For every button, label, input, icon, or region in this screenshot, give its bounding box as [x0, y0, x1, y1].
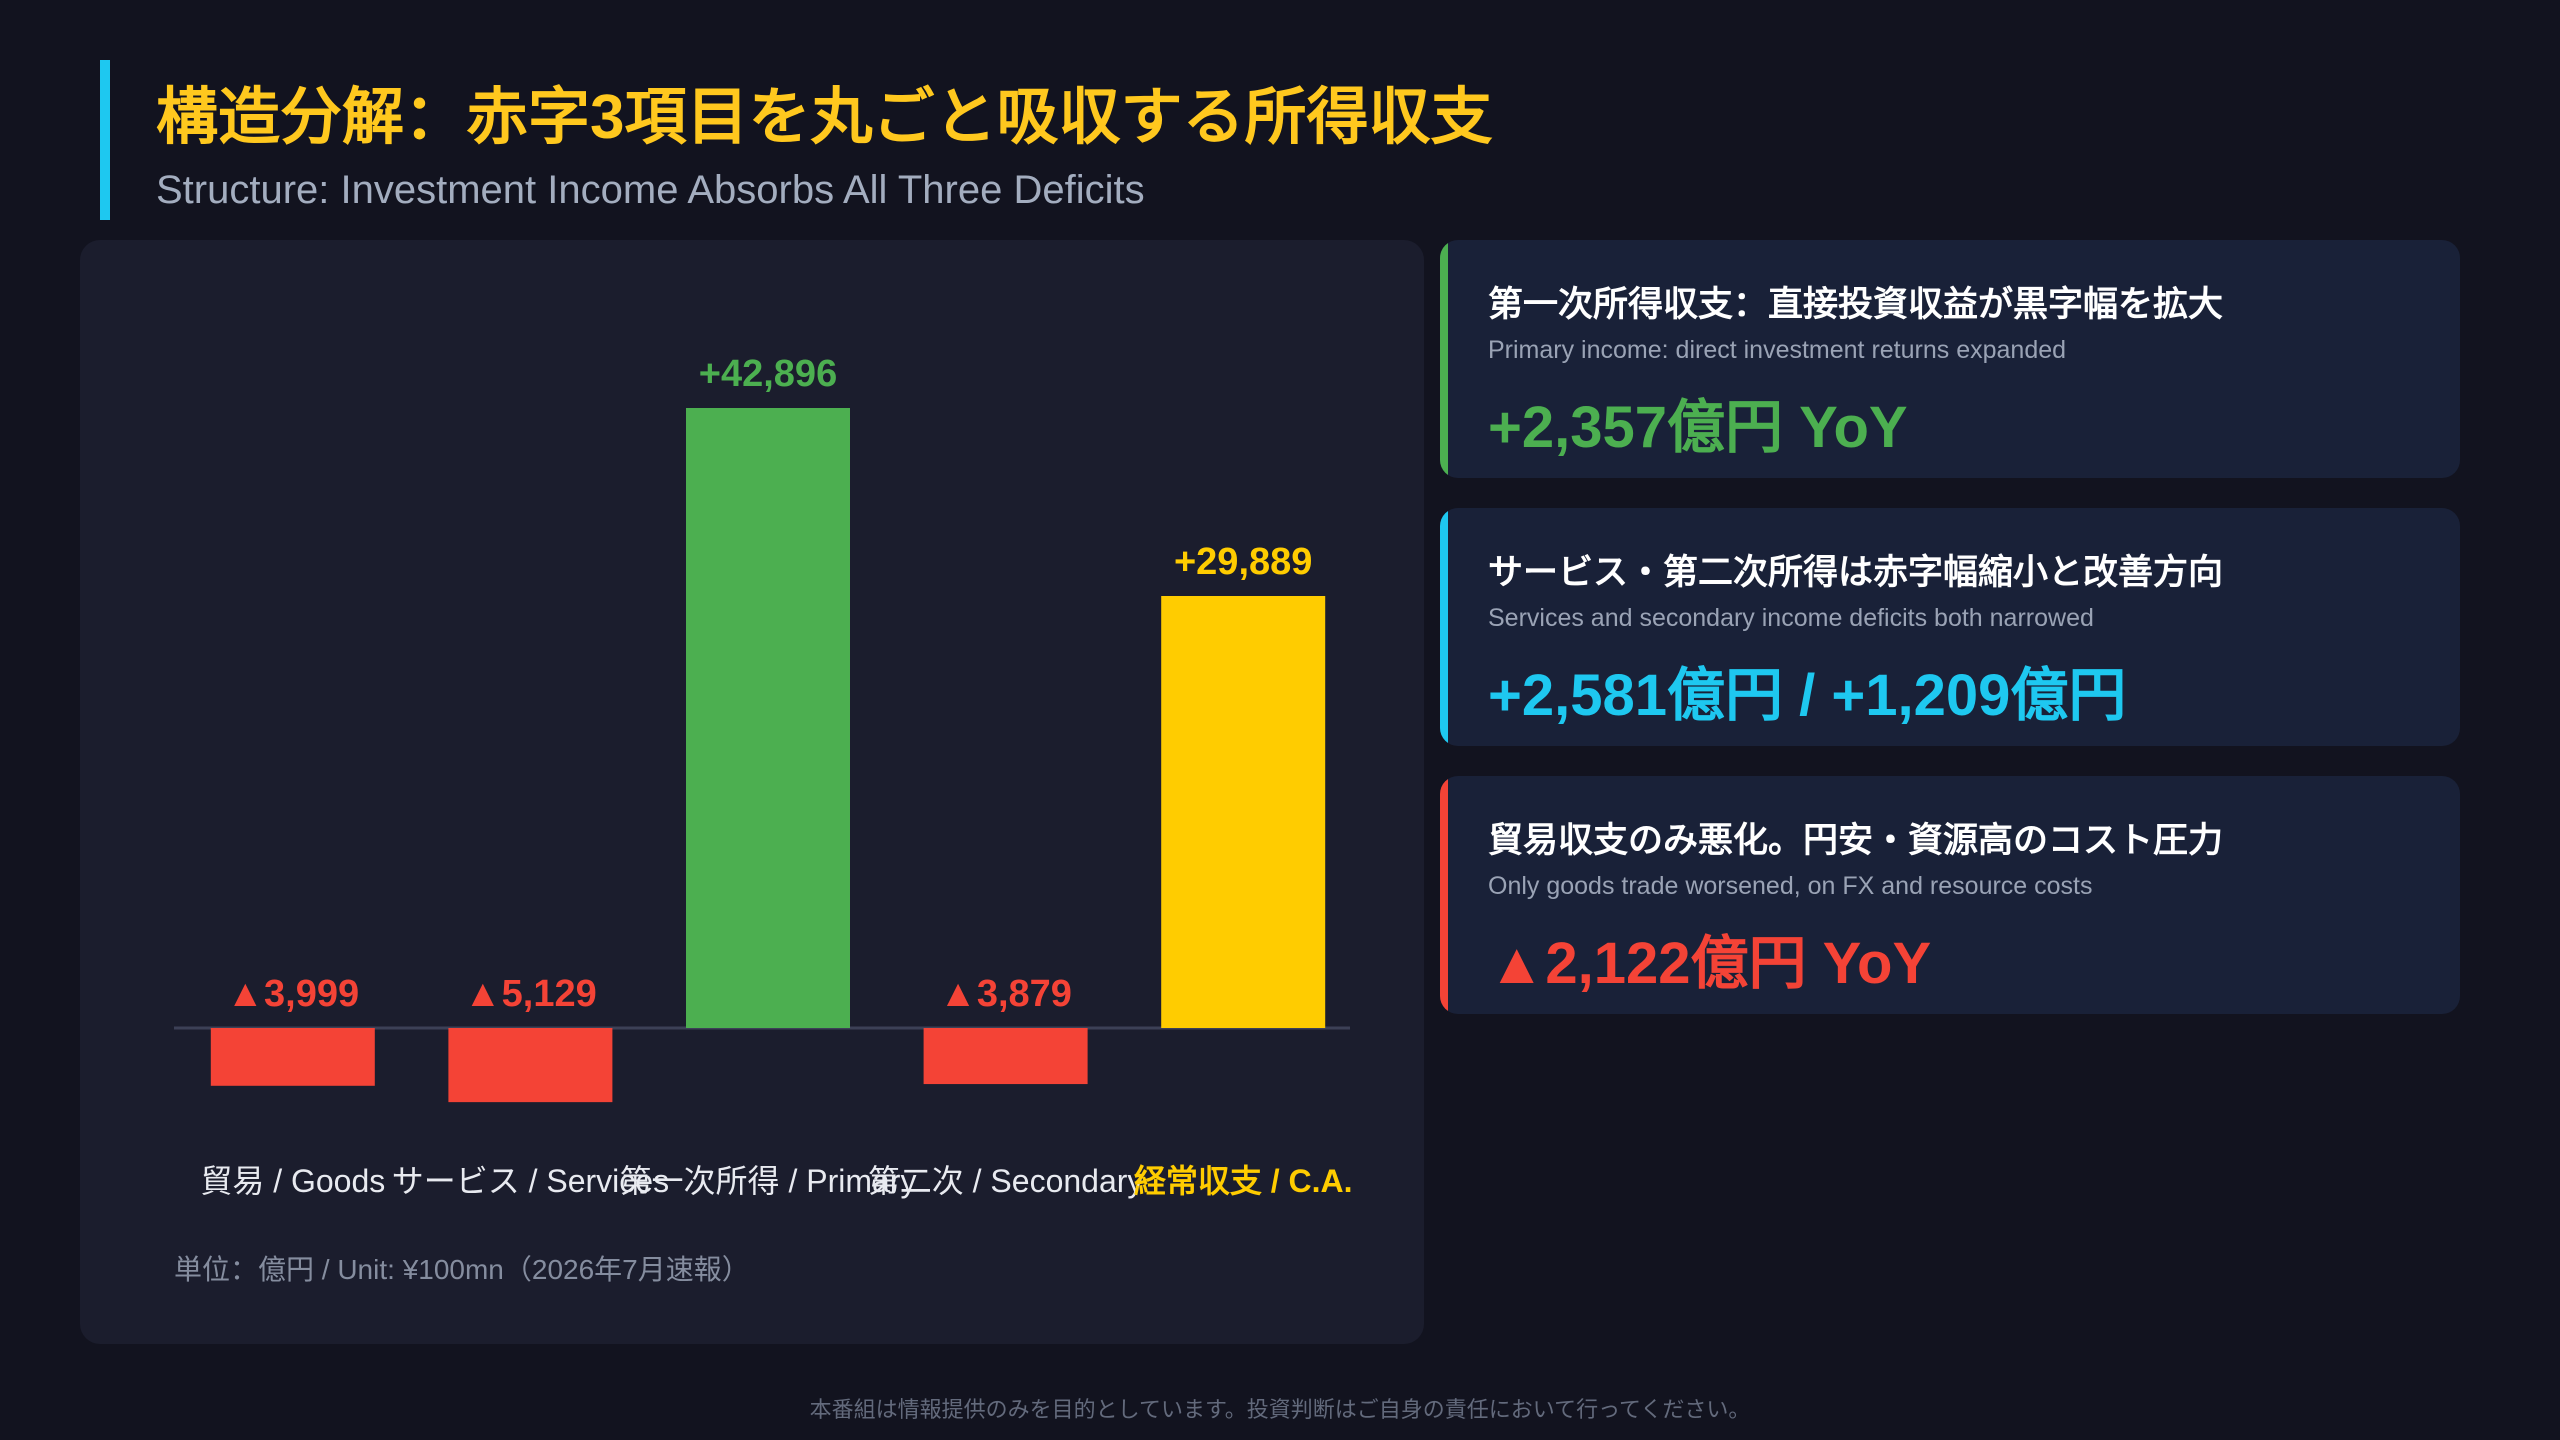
bar-value-label: ▲5,129 — [464, 973, 597, 1015]
category-label: 貿易 / Goods — [200, 1163, 385, 1199]
card-primary-income: 第一次所得収支：直接投資収益が黒字幅を拡大 Primary income: di… — [1440, 240, 2460, 478]
page-title: 構造分解：赤字3項目を丸ごと吸収する所得収支 — [156, 83, 1493, 152]
bar — [448, 1028, 613, 1103]
card-value: ▲2,122億円 YoY — [1488, 931, 1932, 996]
disclaimer-footer: 本番組は情報提供のみを目的としています。投資判断はご自身の責任において行ってくだ… — [809, 1397, 1751, 1422]
bar-value-label: ▲3,999 — [226, 973, 359, 1015]
card-services-secondary: サービス・第二次所得は赤字幅縮小と改善方向 Services and secon… — [1440, 508, 2460, 746]
card-goods-trade: 貿易収支のみ悪化。円安・資源高のコスト圧力 Only goods trade w… — [1440, 776, 2460, 1014]
category-label: 経常収支 / C.A. — [1134, 1163, 1353, 1199]
bar — [923, 1028, 1088, 1085]
bar — [1161, 595, 1326, 1028]
card-edge — [1440, 776, 1448, 1014]
page-subtitle: Structure: Investment Income Absorbs All… — [156, 168, 1145, 212]
bar-chart: ▲3,999 貿易 / Goods ▲5,129 サービス / Services +42… — [174, 353, 1353, 1199]
card-subtitle: Services and secondary income deficits b… — [1488, 604, 2094, 632]
category-label: サービス / Services — [392, 1163, 669, 1199]
card-edge — [1440, 240, 1448, 478]
card-value: +2,357億円 YoY — [1488, 395, 1908, 460]
card-title: 貿易収支のみ悪化。円安・資源高のコスト圧力 — [1488, 821, 2224, 860]
card-edge — [1440, 508, 1448, 746]
category-label: 第一次所得 / Primary — [620, 1163, 917, 1199]
card-value: +2,581億円 / +1,209億円 — [1488, 663, 2127, 728]
card-title: サービス・第二次所得は赤字幅縮小と改善方向 — [1488, 553, 2224, 592]
bar — [210, 1028, 375, 1086]
unit-note: 単位：億円 / Unit: ¥100mn（2026年7月速報） — [174, 1254, 750, 1285]
category-label: 第二次 / Secondary — [868, 1163, 1144, 1199]
bar — [686, 408, 850, 1028]
card-subtitle: Primary income: direct investment return… — [1488, 336, 2067, 364]
title-accent-bar — [100, 60, 110, 220]
bar-value-label: +42,896 — [699, 353, 837, 395]
bar-value-label: +29,889 — [1174, 541, 1312, 583]
chart-panel: ▲3,999 貿易 / Goods ▲5,129 サービス / Services +42… — [80, 240, 1424, 1344]
card-title: 第一次所得収支：直接投資収益が黒字幅を拡大 — [1488, 285, 2224, 324]
card-subtitle: Only goods trade worsened, on FX and res… — [1488, 872, 2093, 900]
bar-value-label: ▲3,879 — [939, 973, 1072, 1015]
